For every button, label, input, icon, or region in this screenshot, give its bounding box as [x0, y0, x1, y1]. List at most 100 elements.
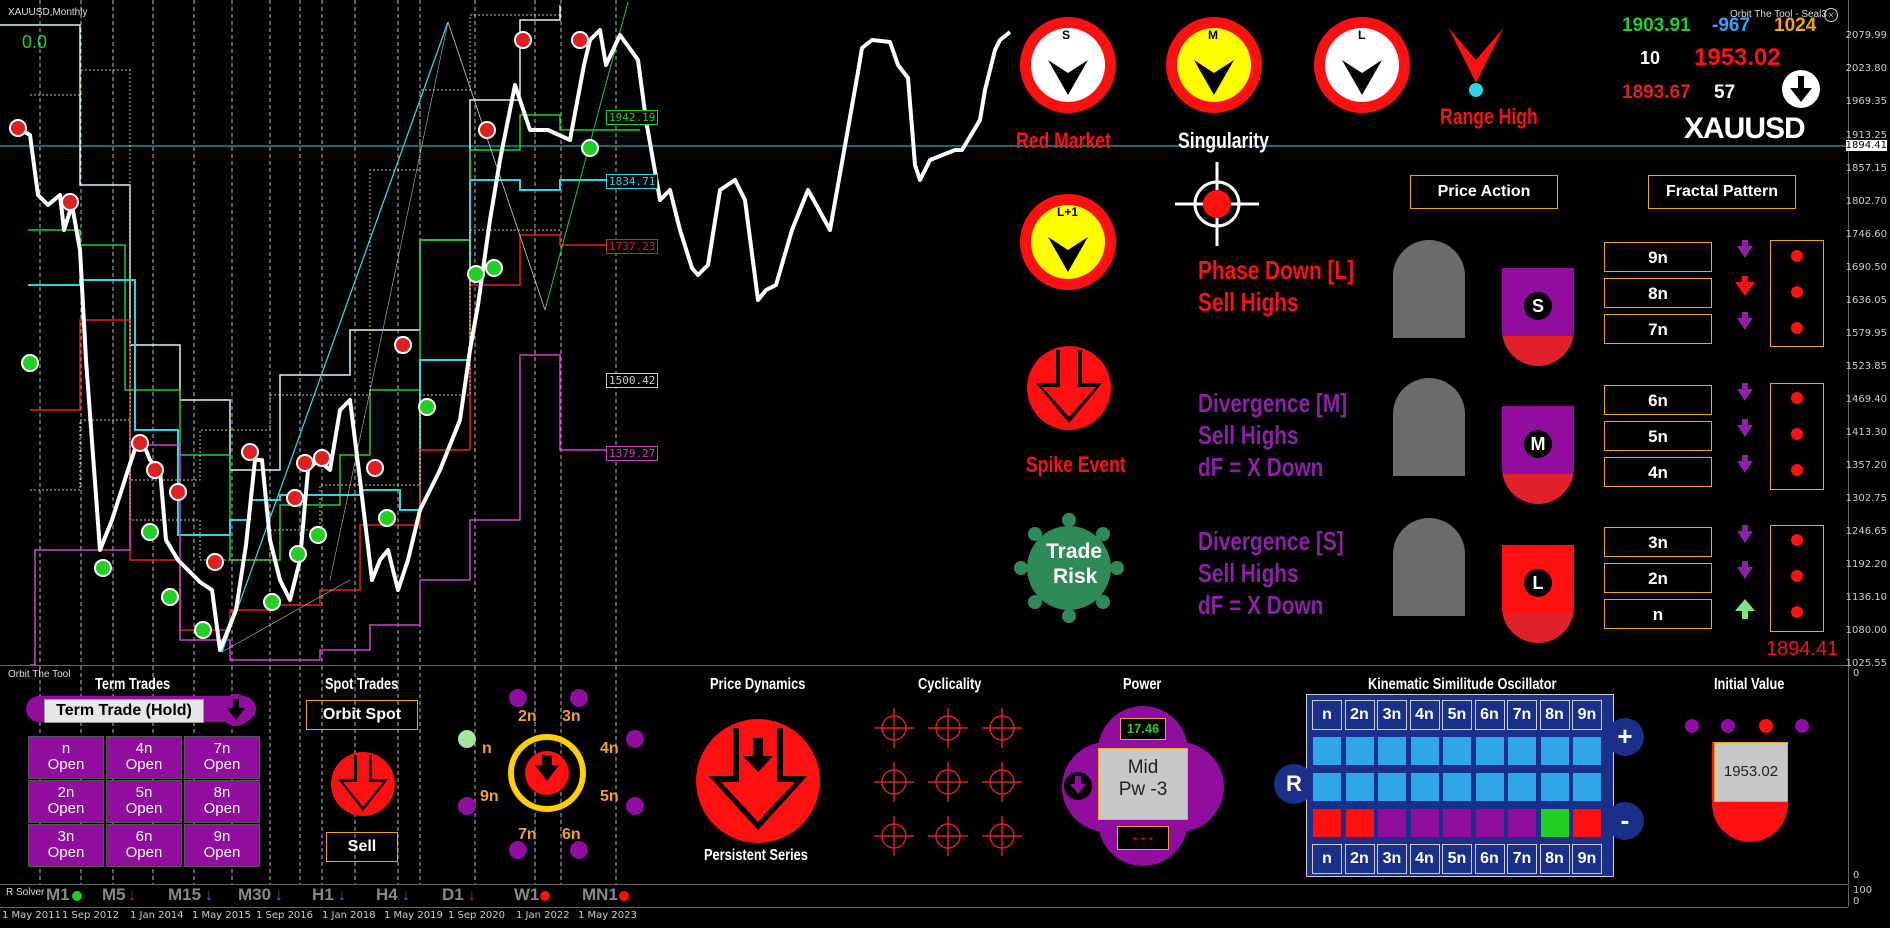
stat-white: 10 [1640, 48, 1661, 68]
kso-minus-button[interactable]: - [1606, 802, 1644, 840]
timeframe-m30[interactable]: M30 [238, 885, 272, 904]
kso-cell[interactable] [1442, 808, 1472, 838]
term-cell-4n[interactable]: 4n Open [106, 736, 182, 779]
strip-axis-top: 100 [1853, 885, 1873, 896]
kso-cell[interactable] [1572, 808, 1602, 838]
kso-cell[interactable] [1539, 736, 1570, 766]
price-tick: 1302.75 [1845, 493, 1887, 504]
price-tick: 1913.25 [1845, 130, 1887, 141]
kso-cell[interactable] [1377, 772, 1407, 802]
timeframe-w1[interactable]: W1 [514, 885, 540, 904]
timeframe-mn1[interactable]: MN1 [582, 885, 618, 904]
kso-r-button[interactable]: R [1274, 764, 1314, 804]
kso-cell[interactable] [1572, 772, 1602, 802]
tool-label: Orbit The Tool - Seal3 [1730, 9, 1827, 20]
kso-col-label: 2n [1344, 700, 1375, 730]
kso-cell[interactable] [1442, 772, 1472, 802]
tombstone-1 [1393, 240, 1465, 338]
initial-value-title: Initial Value [1714, 676, 1785, 693]
kso-col-label: 5n [1442, 700, 1472, 730]
kso-cell[interactable] [1507, 772, 1537, 802]
value-readout: 0.0 [22, 32, 48, 52]
price-tick: 1690.50 [1845, 262, 1887, 273]
kso-cell[interactable] [1409, 808, 1440, 838]
kso-cell[interactable] [1507, 808, 1537, 838]
n-cell-5n[interactable]: 5n [1604, 421, 1712, 451]
orbit-spot-button[interactable]: Orbit Spot [306, 700, 418, 730]
kso-cell[interactable] [1539, 808, 1570, 838]
level-tag: 1834.71 [606, 174, 659, 189]
time-tick: 1 Sep 2016 [256, 910, 314, 921]
persistent-series-icon [696, 719, 820, 843]
status-dot-icon [619, 891, 629, 901]
price-tick: 1025.55 [1845, 658, 1887, 669]
close-icon[interactable]: × [1824, 8, 1838, 22]
term-cell-5n[interactable]: 5n Open [106, 780, 182, 823]
kso-cell[interactable] [1312, 772, 1342, 802]
timeframe-h1[interactable]: H1 [312, 885, 334, 904]
kso-col-label: 4n [1409, 700, 1440, 730]
term-cell-9n[interactable]: 9n Open [184, 824, 260, 867]
kso-cell[interactable] [1377, 736, 1407, 766]
term-trade-hold-button[interactable]: Term Trade (Hold) [44, 699, 204, 723]
kso-cell[interactable] [1572, 736, 1602, 766]
orbit-dots [458, 689, 644, 859]
price-chart[interactable]: XAUUSD,Monthly 0.0 Orbit The Tool - Seal… [0, 0, 1887, 669]
kso-cell[interactable] [1474, 808, 1505, 838]
sell-button[interactable]: Sell [326, 832, 398, 862]
time-tick: 1 May 2011 [2, 910, 61, 921]
kso-cell[interactable] [1507, 736, 1537, 766]
timeframe-h4[interactable]: H4 [376, 885, 398, 904]
fractal-pattern-button[interactable]: Fractal Pattern [1648, 175, 1796, 209]
div-m-sub: Sell Highs [1198, 420, 1299, 450]
price-action-button[interactable]: Price Action [1410, 175, 1558, 209]
kso-cell[interactable] [1474, 772, 1505, 802]
kso-cell[interactable] [1377, 808, 1407, 838]
kso-cell[interactable] [1539, 772, 1570, 802]
price-tick: 1746.60 [1845, 229, 1887, 240]
n-cell-4n[interactable]: 4n [1604, 457, 1712, 487]
term-cell-n[interactable]: n Open [28, 736, 104, 779]
term-cell-7n[interactable]: 7n Open [184, 736, 260, 779]
dial-s-letter: S [1062, 28, 1071, 42]
term-trades-title: Term Trades [95, 676, 171, 693]
term-trade-down-icon[interactable] [220, 694, 252, 726]
kso-cell[interactable] [1344, 772, 1375, 802]
timeframe-m15[interactable]: M15 [168, 885, 202, 904]
n-cell-9n[interactable]: 9n [1604, 242, 1712, 272]
kso-cell[interactable] [1409, 772, 1440, 802]
kso-cell[interactable] [1442, 736, 1472, 766]
timeframe-m5[interactable]: M5 [102, 885, 126, 904]
power-dashes-box: - - - [1117, 826, 1169, 850]
stat-red-large: 1953.02 [1694, 44, 1781, 71]
kso-cell[interactable] [1344, 736, 1375, 766]
n-cell-3n[interactable]: 3n [1604, 527, 1712, 557]
div-m-df: dF = X Down [1198, 452, 1324, 482]
kso-cell[interactable] [1312, 736, 1342, 766]
kso-cell[interactable] [1344, 808, 1375, 838]
term-cell-6n[interactable]: 6n Open [106, 824, 182, 867]
timeframe-d1[interactable]: D1 [442, 885, 464, 904]
n-cell-8n[interactable]: 8n [1604, 278, 1712, 308]
timeframe-m1[interactable]: M1 [46, 885, 70, 904]
subwindow-axis-top: 0 [1853, 668, 1860, 679]
kso-cell[interactable] [1409, 736, 1440, 766]
term-cell-2n[interactable]: 2n Open [28, 780, 104, 823]
orbit-label-5n: 5n [600, 788, 619, 805]
kso-cell[interactable] [1474, 736, 1505, 766]
term-cell-8n[interactable]: 8n Open [184, 780, 260, 823]
term-cell-3n[interactable]: 3n Open [28, 824, 104, 867]
price-tick: 2023.80 [1845, 63, 1887, 74]
timeframe-strip: R Solver M1 M5 ↓ M15 ↓ M30 ↓ H1 ↓ H4 ↓ D1 ↓ W1 MN1 100… [0, 885, 1872, 908]
stat-orange: 1024 [1774, 15, 1817, 36]
n-cell-6n[interactable]: 6n [1604, 385, 1712, 415]
kso-cell[interactable] [1312, 808, 1342, 838]
n-cell-2n[interactable]: 2n [1604, 563, 1712, 593]
n-cell-7n[interactable]: 7n [1604, 314, 1712, 344]
phase-title: Phase Down [L] [1198, 255, 1355, 285]
price-tick: 1579.95 [1845, 328, 1887, 339]
n-cell-n[interactable]: n [1604, 599, 1712, 629]
kso-plus-button[interactable]: + [1606, 718, 1644, 756]
dot-box-dots [1791, 250, 1803, 618]
orbit-ring-icon[interactable] [505, 731, 589, 815]
